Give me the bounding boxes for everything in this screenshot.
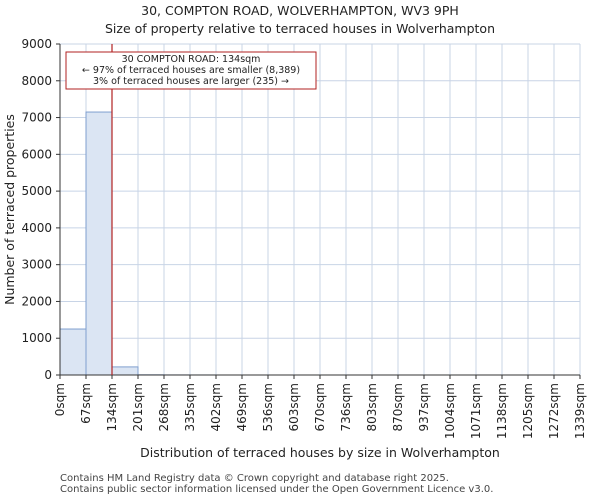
x-tick-label: 1205sqm (521, 383, 535, 439)
y-tick-label: 1000 (21, 331, 52, 345)
x-tick-label: 937sqm (417, 383, 431, 431)
x-tick-label: 536sqm (261, 383, 275, 431)
annotation-larger: 3% of terraced houses are larger (235) → (93, 76, 289, 87)
y-tick-label: 0 (44, 368, 52, 382)
x-tick-label: 803sqm (365, 383, 379, 431)
y-tick-label: 5000 (21, 184, 52, 198)
x-tick-label: 603sqm (287, 383, 301, 431)
x-tick-label: 736sqm (339, 383, 353, 431)
y-tick-label: 3000 (21, 258, 52, 272)
bar-67sqm (85, 111, 113, 376)
chart-subtitle: Size of property relative to terraced ho… (104, 21, 496, 36)
x-tick-label: 1004sqm (443, 383, 457, 439)
x-tick-label: 870sqm (391, 383, 405, 431)
x-tick-label: 402sqm (209, 383, 223, 431)
x-tick-label: 0sqm (53, 383, 67, 416)
y-tick-label: 6000 (21, 147, 52, 161)
footer-copyright: Contains HM Land Registry data © Crown c… (60, 473, 449, 484)
y-tick-label: 2000 (21, 294, 52, 308)
x-tick-label: 134sqm (105, 383, 119, 431)
x-tick-label: 1071sqm (469, 383, 483, 439)
x-tick-label: 268sqm (157, 383, 171, 431)
chart-title: 30, COMPTON ROAD, WOLVERHAMPTON, WV3 9PH (141, 3, 459, 18)
y-axis-title: Number of terraced properties (2, 114, 17, 305)
annotation-label: 30 COMPTON ROAD: 134sqm (122, 54, 261, 65)
y-tick-label: 9000 (21, 37, 52, 51)
x-tick-label: 469sqm (235, 383, 249, 431)
y-tick-label: 8000 (21, 74, 52, 88)
x-tick-label: 670sqm (313, 383, 327, 431)
x-tick-label: 201sqm (131, 383, 145, 431)
bar-134sqm (111, 366, 139, 376)
annotation-box (65, 51, 317, 90)
x-axis-title: Distribution of terraced houses by size … (140, 445, 500, 460)
y-tick-label: 7000 (21, 111, 52, 125)
x-tick-label: 1272sqm (547, 383, 561, 439)
annotation-smaller: ← 97% of terraced houses are smaller (8,… (82, 65, 300, 76)
x-tick-label: 67sqm (79, 383, 93, 424)
x-tick-label: 1138sqm (495, 383, 509, 439)
footer-licence: Contains public sector information licen… (60, 484, 494, 495)
bar-0sqm (59, 328, 87, 376)
x-tick-label: 1339sqm (573, 383, 587, 439)
x-tick-label: 335sqm (183, 383, 197, 431)
y-tick-label: 4000 (21, 221, 52, 235)
